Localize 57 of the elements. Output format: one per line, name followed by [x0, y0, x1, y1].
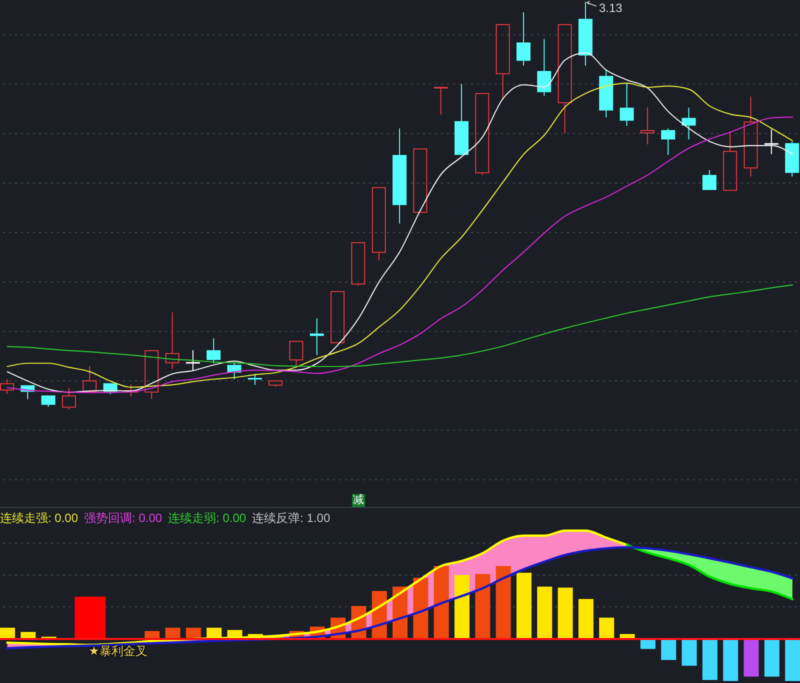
bar	[640, 638, 656, 649]
candlestick	[640, 106, 654, 145]
candlestick	[743, 96, 758, 178]
bar	[536, 586, 552, 639]
bar	[496, 566, 511, 639]
candlestick	[496, 24, 510, 100]
bar	[558, 588, 573, 639]
candlestick	[330, 291, 344, 344]
candlestick	[372, 187, 386, 262]
bar	[743, 638, 758, 677]
bar	[660, 638, 676, 660]
bar	[74, 596, 106, 639]
candlestick	[392, 128, 406, 224]
bar	[0, 628, 15, 639]
candlestick	[454, 84, 468, 155]
bar	[186, 628, 201, 639]
text: 连续反弹: 1.00	[252, 511, 330, 525]
annotation: 3.13	[599, 1, 622, 16]
candlestick	[164, 312, 179, 370]
candlestick	[62, 388, 76, 410]
candlestick	[412, 148, 427, 213]
candlestick	[536, 38, 551, 96]
bar	[412, 578, 428, 639]
candlestick	[722, 131, 737, 191]
candlestick	[516, 12, 530, 66]
bar	[764, 638, 780, 677]
bar	[516, 572, 532, 639]
candlestick	[82, 366, 96, 392]
candlestick	[681, 107, 696, 140]
bar	[164, 628, 180, 639]
candlestick	[144, 350, 158, 400]
candlestick	[288, 340, 303, 366]
text: 连续走强: 0.00	[0, 511, 78, 525]
text: 连续走弱: 0.00	[168, 511, 246, 525]
candlestick	[620, 82, 634, 127]
bar	[454, 574, 470, 639]
bar	[578, 599, 594, 639]
bar	[702, 638, 718, 680]
candlestick	[702, 170, 716, 190]
text: 减	[352, 494, 365, 507]
candlestick	[558, 24, 572, 134]
candlestick	[41, 395, 56, 408]
bar	[434, 566, 449, 639]
bar	[474, 574, 490, 639]
bar	[598, 618, 614, 639]
text: 强势回调: 0.00	[84, 511, 162, 525]
candlestick	[764, 128, 778, 155]
candlestick	[434, 86, 448, 116]
annotation: ★暴利金叉	[88, 644, 148, 658]
candlestick	[268, 380, 282, 388]
bar	[722, 638, 738, 681]
candlestick	[598, 70, 613, 118]
candlestick	[310, 318, 324, 356]
bar	[784, 638, 800, 681]
candlestick	[350, 242, 365, 286]
candlestick	[0, 378, 14, 394]
bar	[681, 638, 696, 666]
